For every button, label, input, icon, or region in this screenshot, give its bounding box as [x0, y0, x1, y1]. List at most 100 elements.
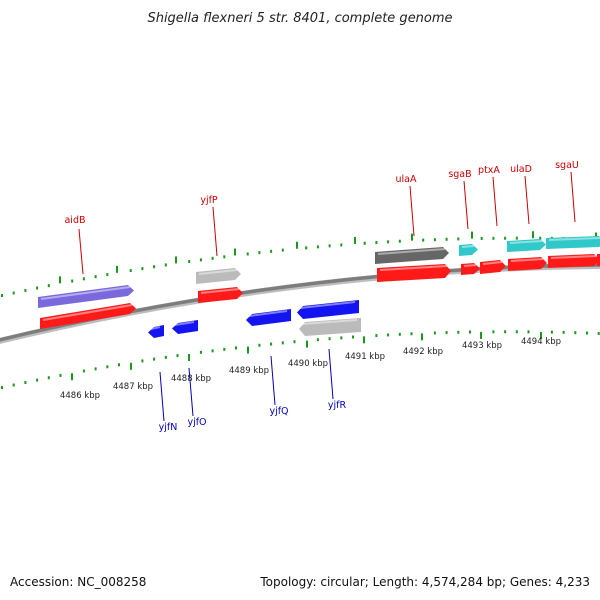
lower-track-minor-tick: [1, 386, 3, 390]
yjfR-cds-highlight: [299, 301, 356, 309]
lower-track-minor-tick: [293, 340, 296, 344]
upper-track-minor-tick: [504, 236, 507, 240]
upper-track-minor-tick: [363, 241, 366, 245]
map-title: Shigella flexneri 5 str. 8401, complete …: [147, 11, 452, 26]
gene-label-ulaD: ulaD: [510, 164, 532, 175]
sgaB-cds: [461, 263, 480, 275]
lower-track-minor-tick: [36, 378, 39, 382]
scale-label: 4490 kbp: [288, 359, 328, 369]
lower-track-minor-tick: [410, 332, 413, 336]
scale-label: 4491 kbp: [345, 352, 385, 362]
lower-track-minor-tick: [375, 334, 378, 338]
leader-line-sgaU: [570, 171, 576, 223]
ulaA-cds: [377, 264, 451, 282]
lower-track-minor-tick: [258, 343, 261, 347]
lower-track-minor-tick: [562, 330, 565, 334]
ulaD-gene-body: [507, 239, 546, 252]
lower-track-minor-tick: [597, 331, 600, 335]
ulaA-gene-highlight: [377, 248, 446, 255]
leader-line-yjfP: [212, 206, 218, 257]
sgaU-gene-highlight: [548, 237, 600, 241]
ptxA-cds-body: [480, 260, 506, 274]
lower-track-minor-tick: [211, 349, 214, 353]
upper-track-minor-tick: [47, 284, 50, 288]
leader-line-ulaA: [409, 185, 415, 237]
scale-label: 4493 kbp: [462, 341, 502, 351]
yjfR-gene-body: [299, 318, 361, 336]
upper-track-minor-tick: [316, 245, 319, 249]
scale-label: 4492 kbp: [403, 347, 443, 357]
leader-line-yjfQ: [270, 355, 276, 406]
lower-track-minor-tick: [457, 330, 460, 334]
gene-label-sgaB: sgaB: [448, 169, 471, 180]
upper-track-minor-tick: [153, 265, 156, 269]
upper-track-minor-tick: [398, 239, 401, 243]
yjfP-gene-highlight: [198, 269, 238, 275]
lower-track-minor-tick: [398, 332, 401, 336]
sgaU-gene: [546, 236, 600, 249]
yjfN-cds-body: [148, 325, 164, 338]
upper-track-minor-tick: [106, 273, 109, 277]
sgaU-cds-body: [548, 254, 600, 268]
ulaA-gene: [375, 247, 449, 264]
upper-track-minor-tick: [480, 236, 483, 240]
ulaD-gene-highlight: [509, 240, 543, 244]
lower-track-minor-tick: [223, 347, 226, 351]
yjfO-cds: [172, 320, 198, 334]
gene-label-yjfP: yjfP: [200, 195, 218, 206]
lower-track-minor-tick: [574, 331, 577, 335]
scale-label: 4489 kbp: [229, 366, 269, 376]
yjfR-gene-highlight: [301, 319, 358, 325]
scale-label: 4487 kbp: [113, 382, 153, 392]
lower-track-minor-tick: [59, 373, 62, 377]
upper-track-minor-tick: [246, 252, 249, 256]
next-cds: [597, 254, 600, 266]
sgaU-cds: [548, 254, 600, 268]
sgaB-cds-body: [461, 263, 480, 275]
gene-label-aidB: aidB: [64, 215, 85, 226]
lower-track-minor-tick: [527, 330, 530, 334]
lower-track-minor-tick: [235, 346, 237, 350]
upper-track-minor-tick: [375, 241, 378, 245]
ulaD-cds: [508, 257, 547, 271]
upper-track-minor-tick: [457, 237, 460, 241]
upper-track-minor-tick: [340, 243, 343, 247]
leader-line-sgaB: [463, 180, 469, 230]
leader-line-ulaD: [524, 175, 530, 225]
yjfP-gene-body: [196, 268, 241, 284]
ulaD-cds-body: [508, 257, 547, 271]
backbone-shadow: [0, 263, 600, 344]
leader-line-yjfR: [328, 348, 334, 400]
gene-labels: 4486 kbp 4487 kbp 4488 kbp 4489 kbp 4490 kbp…: [60, 160, 579, 433]
upper-track-minor-tick: [445, 237, 448, 241]
scale-label: 4488 kbp: [171, 374, 211, 384]
lower-track-minor-tick: [445, 331, 448, 335]
lower-track-minor-tick: [550, 330, 553, 334]
lower-track-minor-tick: [433, 331, 436, 335]
upper-track-minor-tick: [1, 294, 3, 298]
upper-track-minor-tick: [515, 236, 518, 240]
sgaB-gene-highlight: [461, 245, 475, 248]
upper-track-minor-tick: [281, 248, 284, 252]
ulaA-cds-body: [377, 264, 451, 282]
accession-text: Accession: NC_008258: [10, 575, 146, 589]
scale-label: 4486 kbp: [60, 391, 100, 401]
ulaA-cds-highlight: [379, 265, 448, 271]
gene-label-ulaA: ulaA: [396, 174, 417, 185]
aidB-cds: [40, 303, 136, 329]
aidB-gene-highlight: [40, 286, 131, 300]
yjfN-cds: [148, 325, 164, 338]
lower-track-minor-tick: [352, 335, 354, 339]
sgaB-gene-body: [459, 244, 478, 256]
yjfO-cds-highlight: [174, 321, 195, 326]
sgaU-cds-highlight: [550, 255, 597, 259]
yjfP-cds-highlight: [200, 288, 240, 294]
lower-track-minor-tick: [328, 337, 331, 341]
lower-track-minor-tick: [153, 357, 156, 361]
yjfO-cds-body: [172, 320, 198, 334]
upper-track-minor-tick: [36, 286, 39, 290]
ulaD-cds-highlight: [510, 258, 544, 262]
upper-track-minor-tick: [258, 251, 261, 255]
yjfP-cds-body: [198, 287, 243, 303]
